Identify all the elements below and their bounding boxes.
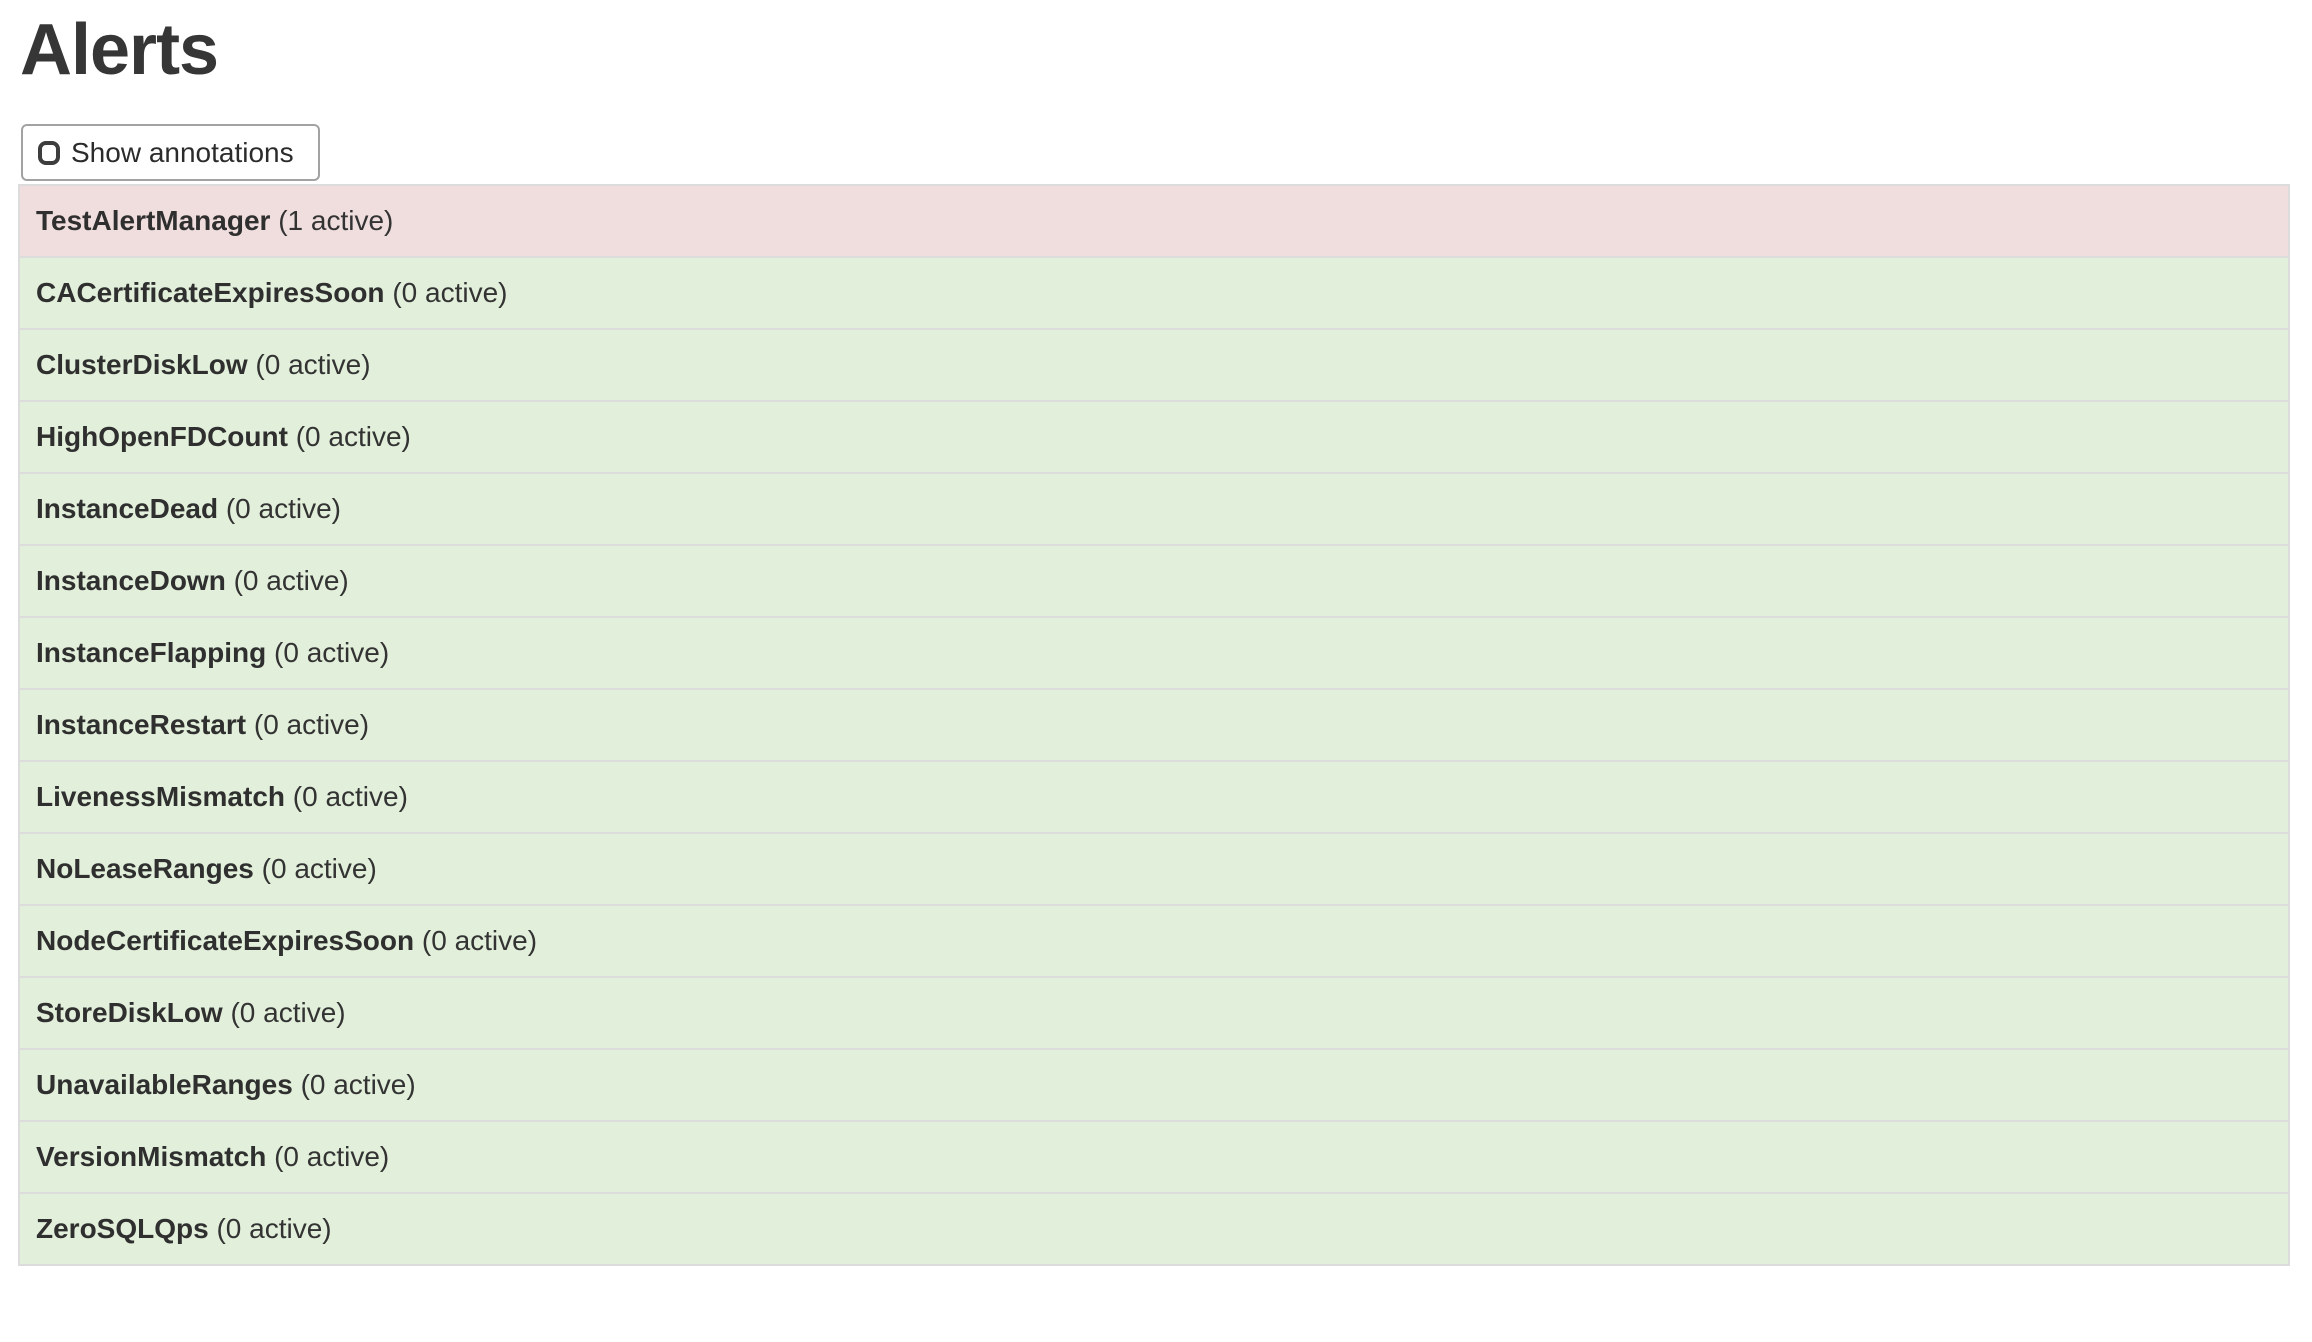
alert-row-cell[interactable]: ZeroSQLQps (0 active) bbox=[18, 1192, 2290, 1266]
alert-row-cell[interactable]: InstanceDead (0 active) bbox=[18, 472, 2290, 546]
alert-row[interactable]: TestAlertManager (1 active) bbox=[18, 184, 2290, 258]
alert-rule-name: NoLeaseRanges bbox=[36, 853, 254, 884]
alert-row-cell[interactable]: TestAlertManager (1 active) bbox=[18, 184, 2290, 258]
alert-row-cell[interactable]: StoreDiskLow (0 active) bbox=[18, 976, 2290, 1050]
alert-rule-name: VersionMismatch bbox=[36, 1141, 267, 1172]
alerts-page: Alerts Show annotations TestAlertManager… bbox=[0, 10, 2312, 1266]
alert-rule-name: TestAlertManager bbox=[36, 205, 271, 236]
alert-active-count: (0 active) bbox=[421, 925, 538, 956]
alert-row[interactable]: LivenessMismatch (0 active) bbox=[18, 760, 2290, 834]
alert-active-count: (0 active) bbox=[253, 709, 370, 740]
alert-rule-name: ZeroSQLQps bbox=[36, 1213, 209, 1244]
alert-active-count: (0 active) bbox=[274, 637, 390, 668]
alert-row[interactable]: UnavailableRanges (0 active) bbox=[18, 1048, 2290, 1122]
alert-row-cell[interactable]: NoLeaseRanges (0 active) bbox=[18, 832, 2290, 906]
alert-active-count: (0 active) bbox=[225, 493, 342, 524]
alert-row[interactable]: HighOpenFDCount (0 active) bbox=[18, 400, 2290, 474]
alert-row[interactable]: StoreDiskLow (0 active) bbox=[18, 976, 2290, 1050]
alert-row-cell[interactable]: CACertificateExpiresSoon (0 active) bbox=[18, 256, 2290, 330]
alert-row[interactable]: InstanceRestart (0 active) bbox=[18, 688, 2290, 762]
alert-row-cell[interactable]: InstanceRestart (0 active) bbox=[18, 688, 2290, 762]
alert-active-count: (0 active) bbox=[230, 997, 346, 1028]
alert-rule-name: InstanceRestart bbox=[36, 709, 247, 740]
alert-row-cell[interactable]: InstanceFlapping (0 active) bbox=[18, 616, 2290, 690]
alert-active-count: (0 active) bbox=[392, 277, 508, 308]
alert-active-count: (1 active) bbox=[278, 205, 394, 236]
alert-rule-name: HighOpenFDCount bbox=[36, 421, 288, 452]
alert-active-count: (0 active) bbox=[300, 1069, 416, 1100]
alert-rule-name: ClusterDiskLow bbox=[36, 349, 248, 380]
alert-active-count: (0 active) bbox=[261, 853, 377, 884]
alert-row[interactable]: ClusterDiskLow (0 active) bbox=[18, 328, 2290, 402]
alert-row[interactable]: InstanceFlapping (0 active) bbox=[18, 616, 2290, 690]
alert-row-cell[interactable]: LivenessMismatch (0 active) bbox=[18, 760, 2290, 834]
alert-active-count: (0 active) bbox=[292, 781, 408, 812]
alert-rule-name: InstanceFlapping bbox=[36, 637, 267, 668]
page-title: Alerts bbox=[20, 10, 219, 90]
alert-rule-name: UnavailableRanges bbox=[36, 1069, 293, 1100]
alert-active-count: (0 active) bbox=[274, 1141, 390, 1172]
alert-active-count: (0 active) bbox=[295, 421, 411, 452]
alert-rule-name: InstanceDown bbox=[36, 565, 226, 596]
show-annotations-checkbox[interactable] bbox=[38, 140, 60, 165]
alert-row[interactable]: NoLeaseRanges (0 active) bbox=[18, 832, 2290, 906]
alert-active-count: (0 active) bbox=[233, 565, 349, 596]
alert-rule-name: NodeCertificateExpiresSoon bbox=[36, 925, 415, 956]
alert-row[interactable]: CACertificateExpiresSoon (0 active) bbox=[18, 256, 2290, 330]
alert-active-count: (0 active) bbox=[255, 349, 371, 380]
alert-rule-name: LivenessMismatch bbox=[36, 781, 285, 812]
show-annotations-button[interactable]: Show annotations bbox=[21, 124, 320, 181]
alert-active-count: (0 active) bbox=[216, 1213, 332, 1244]
alert-rule-name: InstanceDead bbox=[36, 493, 219, 524]
alert-row[interactable]: InstanceDown (0 active) bbox=[18, 544, 2290, 618]
alert-rule-name: CACertificateExpiresSoon bbox=[36, 277, 385, 308]
alert-row[interactable]: NodeCertificateExpiresSoon (0 active) bbox=[18, 904, 2290, 978]
alert-row[interactable]: VersionMismatch (0 active) bbox=[18, 1120, 2290, 1194]
alert-row-cell[interactable]: UnavailableRanges (0 active) bbox=[18, 1048, 2290, 1122]
alert-row-cell[interactable]: VersionMismatch (0 active) bbox=[18, 1120, 2290, 1194]
alert-row-cell[interactable]: HighOpenFDCount (0 active) bbox=[18, 400, 2290, 474]
alert-row[interactable]: InstanceDead (0 active) bbox=[18, 472, 2290, 546]
alert-row-cell[interactable]: InstanceDown (0 active) bbox=[18, 544, 2290, 618]
show-annotations-label: Show annotations bbox=[71, 136, 294, 168]
alert-row[interactable]: ZeroSQLQps (0 active) bbox=[18, 1192, 2290, 1266]
alert-rule-name: StoreDiskLow bbox=[36, 997, 223, 1028]
alerts-table: TestAlertManager (1 active) CACertificat… bbox=[18, 184, 2290, 1266]
alert-row-cell[interactable]: ClusterDiskLow (0 active) bbox=[18, 328, 2290, 402]
alert-row-cell[interactable]: NodeCertificateExpiresSoon (0 active) bbox=[18, 904, 2290, 978]
